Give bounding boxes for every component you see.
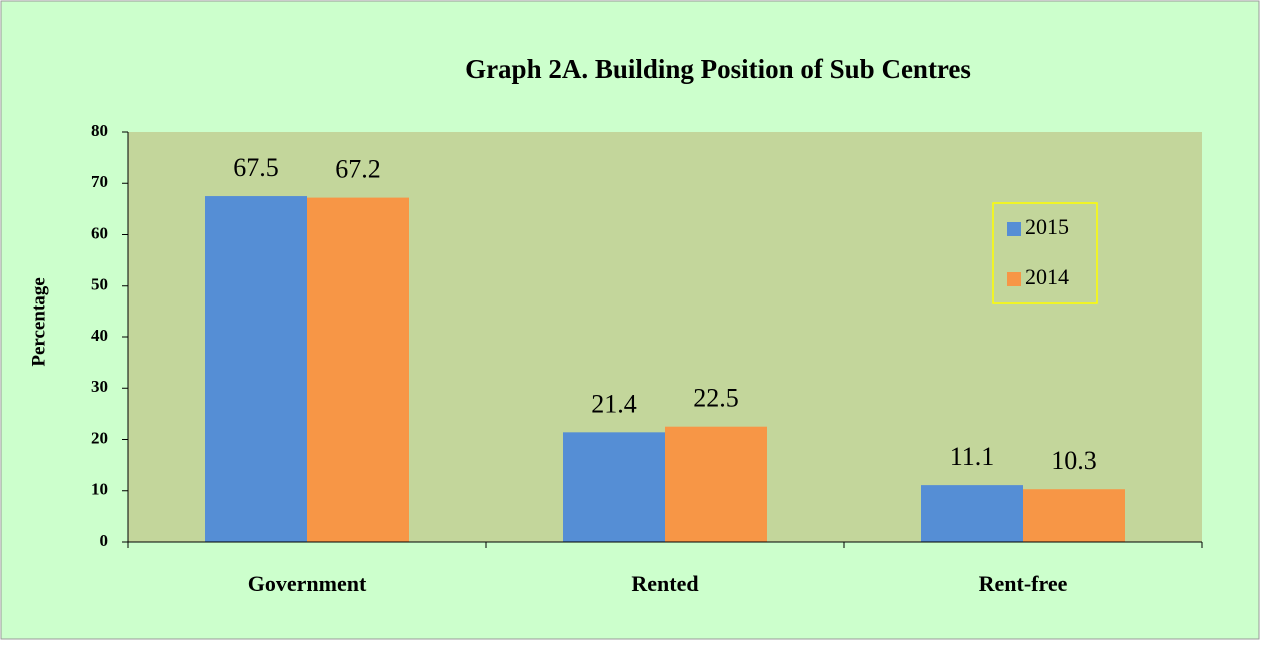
legend-swatch (1007, 272, 1021, 286)
bar (307, 197, 409, 542)
value-label: 67.2 (335, 155, 381, 184)
bar (921, 485, 1023, 542)
y-tick-label: 60 (91, 223, 108, 242)
legend-label: 2014 (1025, 264, 1069, 289)
y-tick-label: 10 (91, 480, 108, 499)
y-tick-label: 20 (91, 428, 108, 447)
value-label: 22.5 (693, 384, 739, 413)
x-tick-label: Rent-free (979, 571, 1068, 596)
legend-label: 2015 (1025, 214, 1069, 239)
y-tick-label: 50 (91, 275, 108, 294)
y-tick-label: 40 (91, 326, 108, 345)
value-label: 21.4 (591, 389, 637, 418)
y-tick-label: 80 (91, 121, 108, 140)
x-tick-label: Government (248, 571, 367, 596)
y-axis-label: Percentage (28, 277, 49, 366)
y-tick-label: 0 (100, 531, 109, 550)
value-label: 11.1 (950, 442, 995, 471)
y-tick-label: 30 (91, 377, 108, 396)
legend-box (992, 202, 1098, 304)
x-tick-label: Rented (631, 571, 698, 596)
bar (1023, 489, 1125, 542)
value-label: 10.3 (1051, 446, 1097, 475)
y-tick-label: 70 (91, 172, 108, 191)
chart-title: Graph 2A. Building Position of Sub Centr… (465, 54, 971, 84)
bar (563, 432, 665, 542)
bar (665, 426, 767, 542)
legend-swatch (1007, 222, 1021, 236)
bar (205, 196, 307, 542)
value-label: 67.5 (233, 153, 279, 182)
